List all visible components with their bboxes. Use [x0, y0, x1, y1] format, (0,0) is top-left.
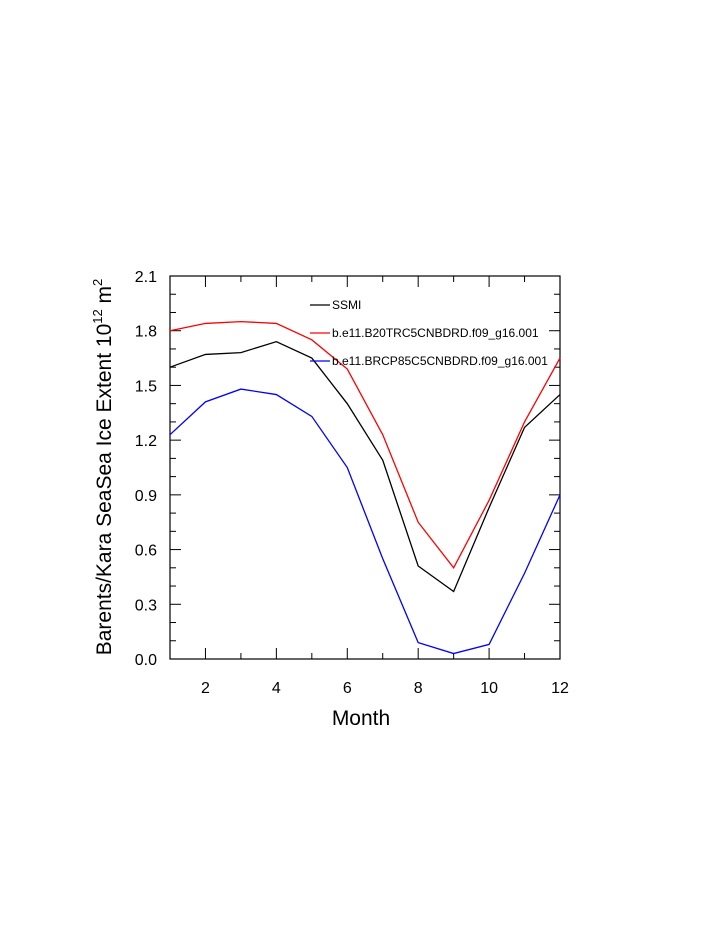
legend-label-2: b.e11.B20TRC5CNBDRD.f09_g16.001 [332, 326, 539, 340]
axis-tick-labels: 2 4 6 8 10 12 0.0 0.3 0.6 0.9 1.2 1.5 1.8 2.1 [135, 269, 569, 697]
legend-label-3: b.e11.BRCP85C5CNBDRD.f09_g16.001 [332, 354, 548, 368]
x-tick-label: 12 [551, 680, 569, 697]
y-tick-label: 0.0 [135, 652, 157, 669]
y-tick-label: 1.5 [135, 378, 157, 395]
y-axis-label-text: Barents/Kara SeaSea Ice Extent 10 [93, 324, 116, 656]
legend-label-1: SSMI [332, 298, 361, 312]
series-line-2 [169, 320, 561, 570]
y-tick-label: 2.1 [135, 269, 157, 286]
y-axis-label-exponent: 12 [90, 309, 105, 323]
y-tick-label: 1.8 [135, 324, 157, 341]
plot-frame [169, 275, 561, 660]
y-tick-label: 0.3 [135, 597, 157, 614]
x-axis-label: Month [332, 707, 390, 730]
legend: SSMI b.e11.B20TRC5CNBDRD.f09_g16.001 b.e11… [310, 298, 548, 368]
y-tick-label: 1.2 [135, 433, 157, 450]
series-line-1 [169, 340, 561, 593]
x-tick-label: 2 [201, 680, 210, 697]
series-line-3 [169, 388, 561, 655]
x-axis-label-text: Month [332, 707, 390, 730]
y-axis-label-unit: m [93, 286, 116, 309]
y-tick-label: 0.6 [135, 543, 157, 560]
series-lines [169, 320, 561, 655]
y-axis-label: Barents/Kara SeaSea Ice Extent 1012 m2 [90, 279, 116, 656]
x-tick-label: 6 [343, 680, 352, 697]
x-tick-label: 10 [480, 680, 498, 697]
y-tick-label: 0.9 [135, 488, 157, 505]
y-axis-label-unit-exponent: 2 [90, 279, 105, 286]
x-tick-label: 4 [272, 680, 281, 697]
x-tick-label: 8 [414, 680, 423, 697]
axis-ticks [169, 275, 561, 660]
